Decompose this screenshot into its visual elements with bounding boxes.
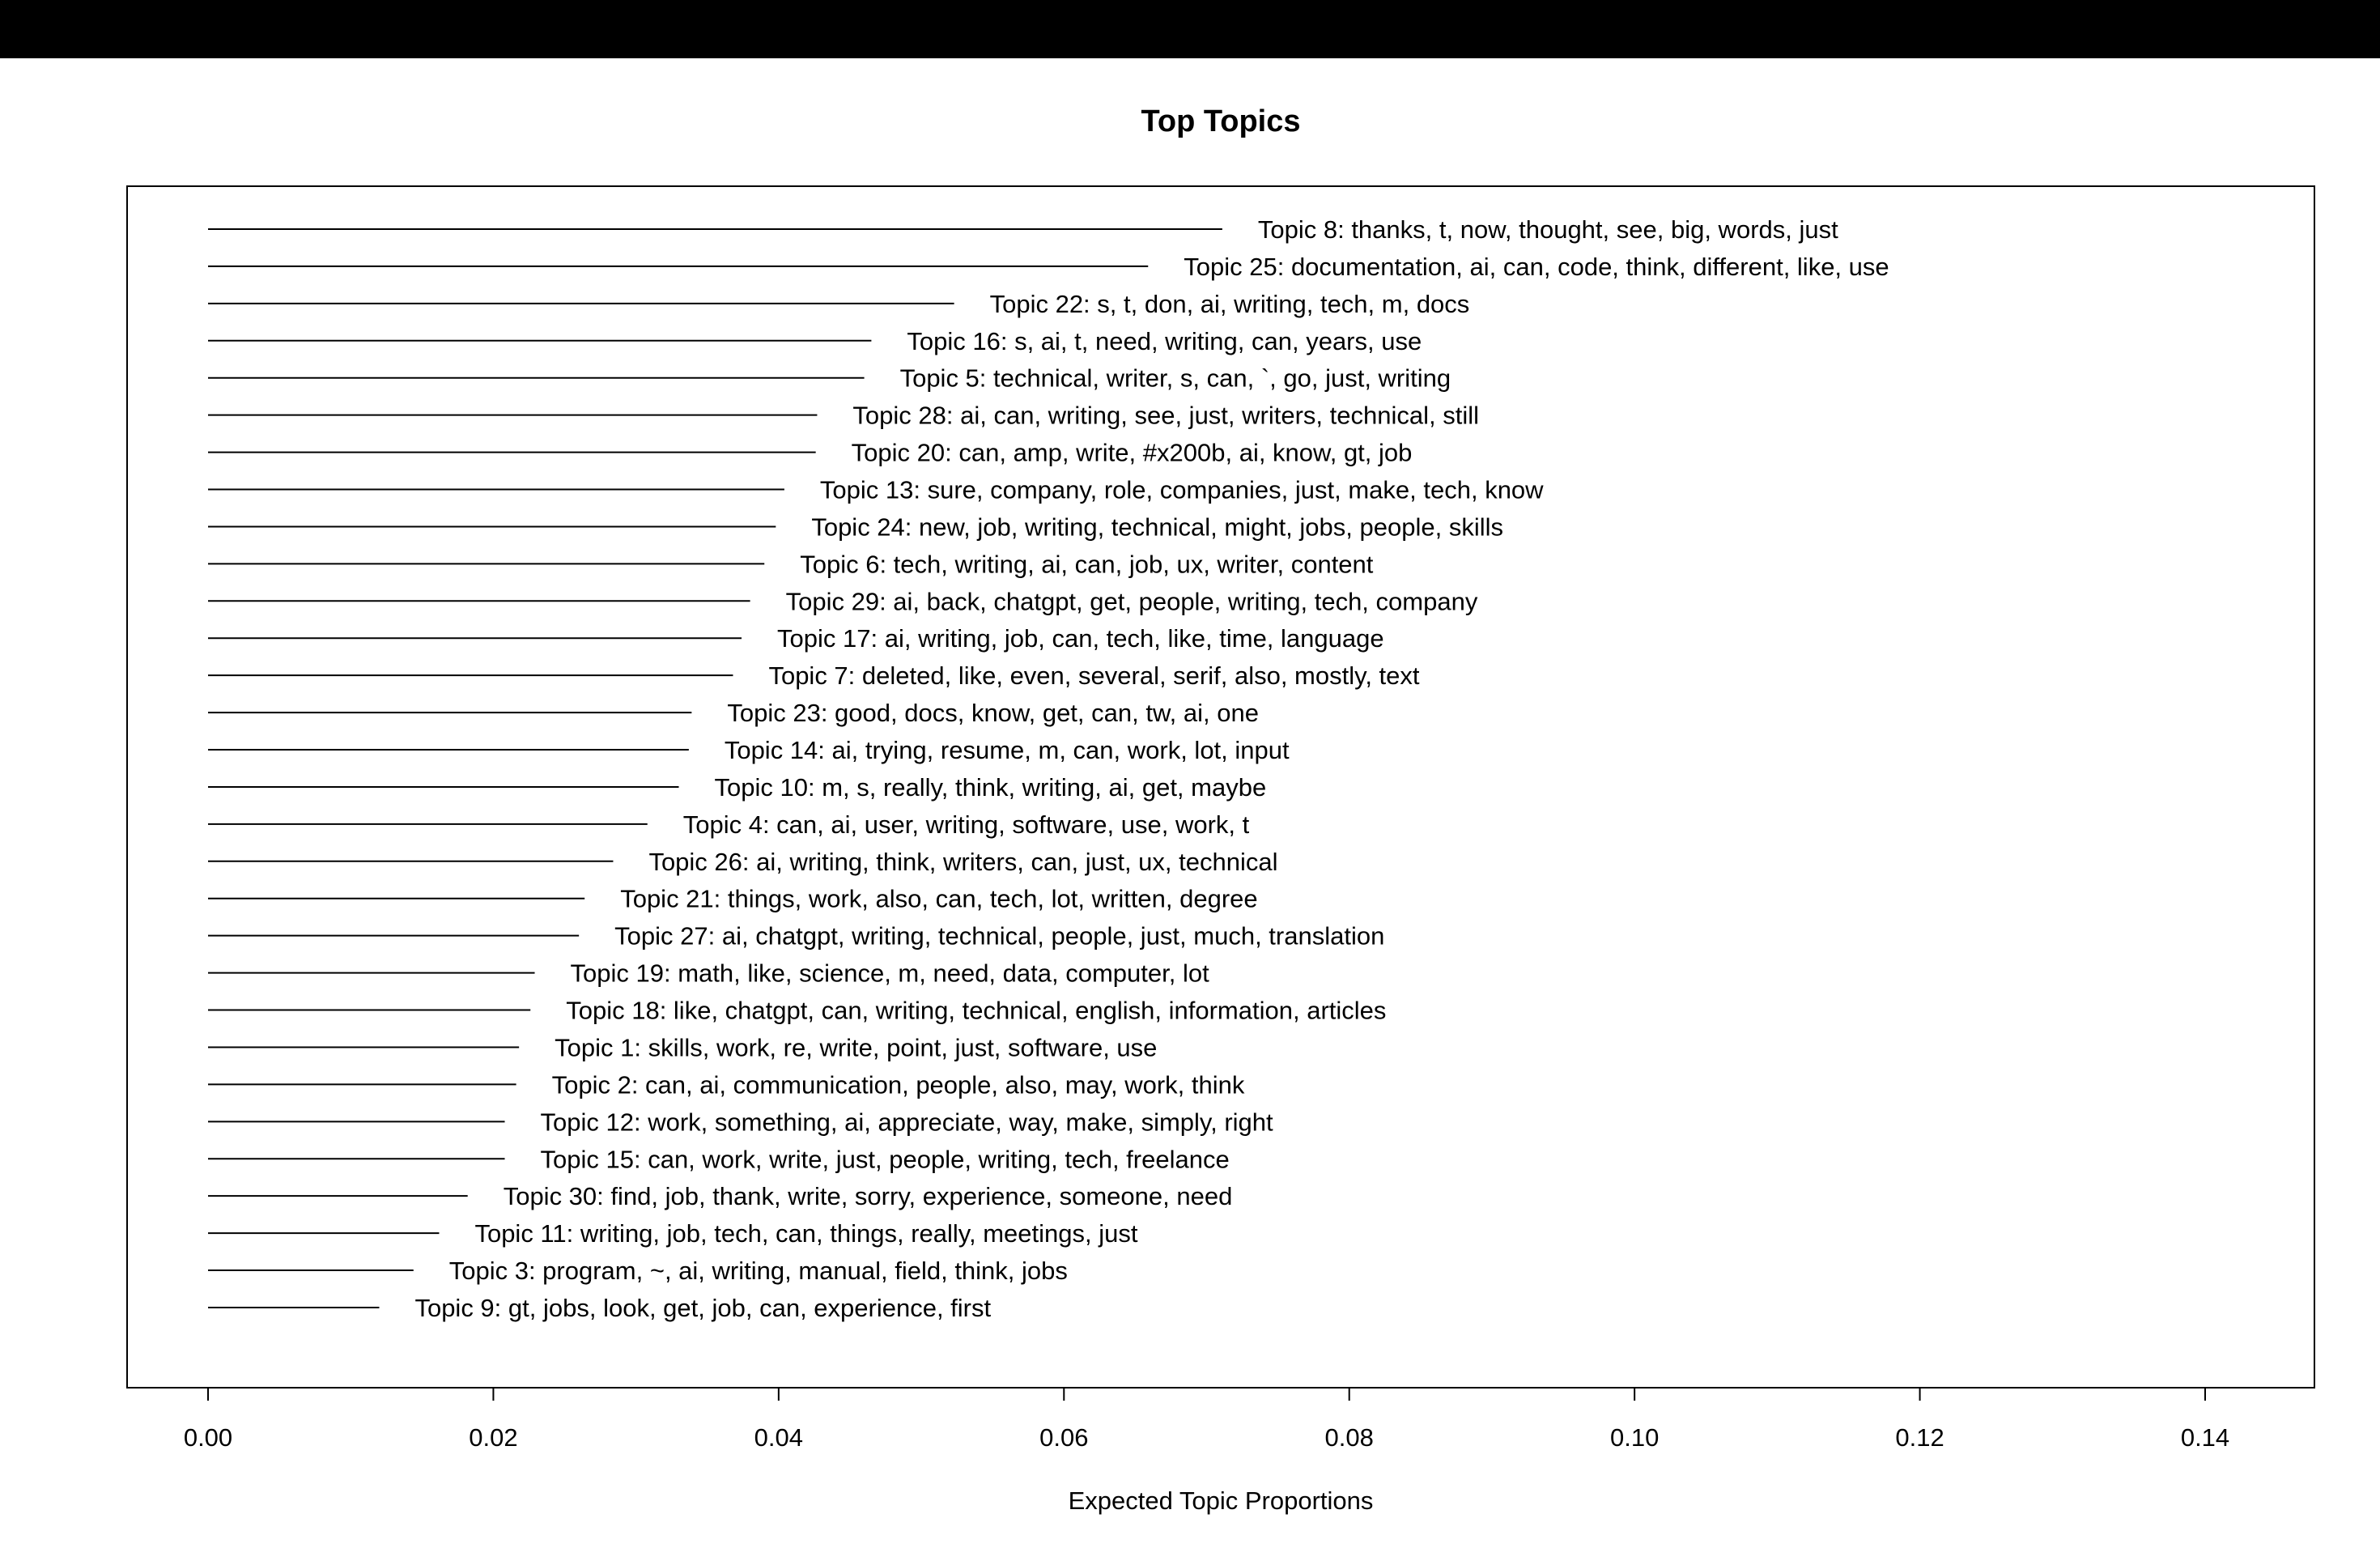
- topic-label: Topic 19: math, like, science, m, need, …: [571, 959, 1210, 988]
- topic-label: Topic 15: can, work, write, just, people…: [541, 1145, 1230, 1173]
- chart-title: Top Topics: [1141, 104, 1300, 138]
- x-tick-label: 0.08: [1325, 1423, 1374, 1452]
- x-tick-label: 0.00: [184, 1423, 232, 1452]
- topic-label: Topic 2: can, ai, communication, people,…: [552, 1070, 1245, 1099]
- topic-label: Topic 11: writing, job, tech, can, thing…: [474, 1219, 1137, 1248]
- topic-label: Topic 23: good, docs, know, get, can, tw…: [727, 699, 1259, 727]
- topic-label: Topic 10: m, s, really, think, writing, …: [715, 773, 1267, 802]
- topic-label: Topic 4: can, ai, user, writing, softwar…: [683, 810, 1250, 839]
- x-tick-label: 0.14: [2181, 1423, 2229, 1452]
- x-axis: 0.00 0.02 0.04 0.06 0.08 0.10 0.12 0.14: [184, 1387, 2229, 1452]
- topic-label: Topic 12: work, something, ai, appreciat…: [541, 1108, 1274, 1136]
- topic-label: Topic 21: things, work, also, can, tech,…: [620, 885, 1257, 913]
- topic-label: Topic 20: can, amp, write, #x200b, ai, k…: [852, 439, 1413, 467]
- topic-label: Topic 29: ai, back, chatgpt, get, people…: [786, 587, 1478, 615]
- x-tick-label: 0.06: [1039, 1423, 1088, 1452]
- topic-label: Topic 3: program, ~, ai, writing, manual…: [449, 1257, 1068, 1285]
- topic-label: Topic 16: s, ai, t, need, writing, can, …: [907, 327, 1422, 355]
- topic-label: Topic 18: like, chatgpt, can, writing, t…: [566, 997, 1386, 1025]
- topic-label: Topic 6: tech, writing, ai, can, job, ux…: [800, 550, 1374, 578]
- topic-label: Topic 14: ai, trying, resume, m, can, wo…: [725, 736, 1290, 764]
- x-tick-label: 0.04: [754, 1423, 803, 1452]
- topic-label: Topic 13: sure, company, role, companies…: [820, 476, 1544, 504]
- topic-label: Topic 22: s, t, don, ai, writing, tech, …: [990, 290, 1470, 318]
- x-tick-label: 0.02: [469, 1423, 517, 1452]
- bar-series: Topic 8: thanks, t, now, thought, see, b…: [208, 215, 1889, 1322]
- topic-label: Topic 17: ai, writing, job, can, tech, l…: [777, 624, 1384, 653]
- topic-label: Topic 26: ai, writing, think, writers, c…: [648, 848, 1277, 876]
- topic-label: Topic 25: documentation, ai, can, code, …: [1184, 253, 1889, 281]
- x-tick-label: 0.10: [1610, 1423, 1659, 1452]
- x-tick-label: 0.12: [1895, 1423, 1944, 1452]
- x-axis-label: Expected Topic Proportions: [1069, 1486, 1374, 1515]
- topic-label: Topic 1: skills, work, re, write, point,…: [555, 1033, 1157, 1061]
- top-black-band: [0, 0, 2380, 58]
- topic-label: Topic 8: thanks, t, now, thought, see, b…: [1258, 215, 1838, 244]
- topic-label: Topic 27: ai, chatgpt, writing, technica…: [614, 922, 1384, 950]
- topic-label: Topic 7: deleted, like, even, several, s…: [768, 661, 1419, 690]
- topic-label: Topic 30: find, job, thank, write, sorry…: [504, 1182, 1233, 1210]
- topic-label: Topic 9: gt, jobs, look, get, job, can, …: [414, 1294, 991, 1322]
- topic-label: Topic 5: technical, writer, s, can, `, g…: [900, 364, 1451, 393]
- topic-label: Topic 28: ai, can, writing, see, just, w…: [852, 402, 1479, 430]
- topic-label: Topic 24: new, job, writing, technical, …: [811, 512, 1503, 541]
